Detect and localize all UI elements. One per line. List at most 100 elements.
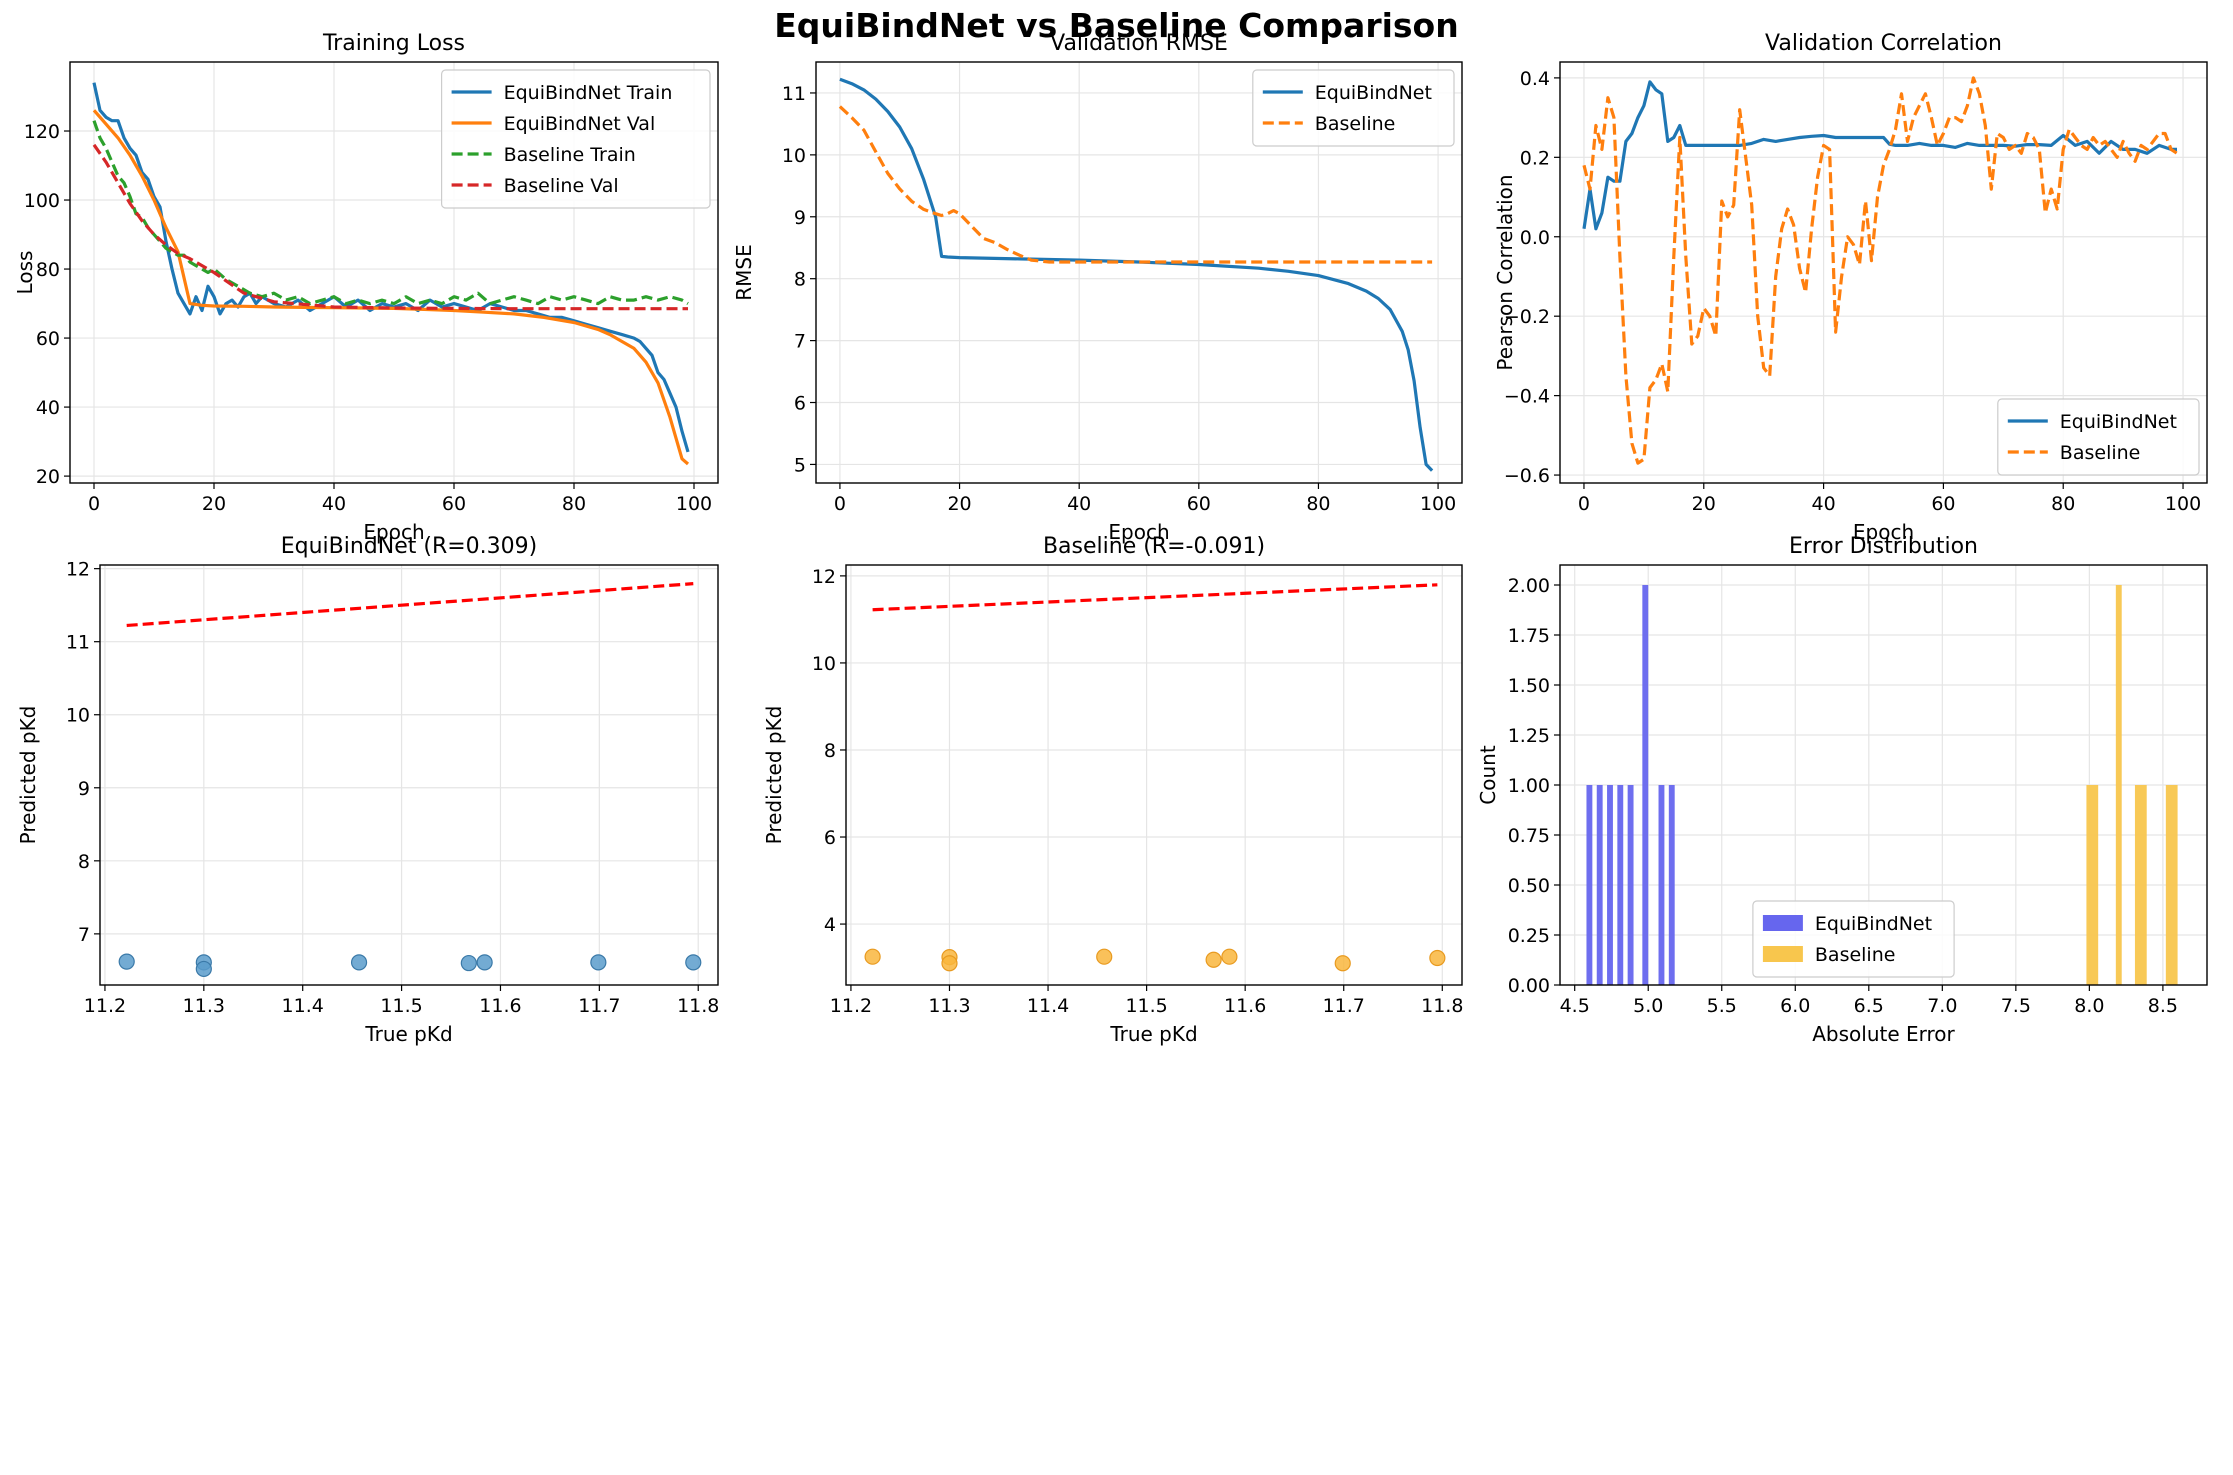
x-tick-label: 11.2 bbox=[830, 995, 872, 1017]
plot-frame bbox=[69, 61, 719, 484]
y-tick-label: 5 bbox=[794, 454, 806, 476]
y-axis-label: Predicted pKd bbox=[16, 706, 40, 845]
data-point bbox=[590, 954, 607, 971]
y-tick-label: 11 bbox=[782, 83, 806, 105]
x-tick-label: 60 bbox=[1187, 493, 1211, 515]
panel-title: Training Loss bbox=[322, 31, 465, 56]
plot-frame bbox=[1559, 61, 2208, 484]
x-tick-label: 6.5 bbox=[1854, 995, 1884, 1017]
y-tick-label: −0.4 bbox=[1504, 386, 1550, 408]
panel-4: 11.2 11.3 11.4 11.5 11.6 11.7 11.8 7 8 9 10 11 12 Equ… bbox=[16, 534, 719, 1046]
y-tick-label: 8 bbox=[78, 851, 90, 873]
x-tick-label: 11.7 bbox=[578, 995, 620, 1017]
x-tick-label: 11.5 bbox=[1125, 995, 1167, 1017]
histogram-bar bbox=[1642, 585, 1649, 985]
legend-label: Baseline Val bbox=[504, 175, 619, 197]
series-line bbox=[838, 105, 1433, 264]
y-tick-label: 6 bbox=[794, 393, 806, 415]
y-tick-label: 20 bbox=[36, 466, 60, 488]
x-tick-label: 20 bbox=[947, 493, 971, 515]
y-tick-label: 9 bbox=[78, 778, 90, 800]
y-tick-label: 0.4 bbox=[1520, 68, 1550, 90]
y-tick-label: 6 bbox=[824, 827, 836, 849]
x-tick-label: 100 bbox=[676, 493, 712, 515]
histogram-bar bbox=[1596, 785, 1603, 985]
legend-label: Baseline bbox=[1315, 113, 1396, 135]
histogram-bar bbox=[2086, 785, 2099, 985]
histogram-bar bbox=[1668, 785, 1675, 985]
histogram-bar bbox=[2134, 785, 2147, 985]
x-tick-label: 40 bbox=[322, 493, 346, 515]
x-axis-label: Epoch bbox=[1108, 520, 1169, 544]
panel-6: 4.5 5.0 5.5 6.0 6.5 7.0 7.5 8.0 8.5 0.00 0.25 0.50 0… bbox=[1476, 534, 2208, 1046]
x-tick-label: 11.2 bbox=[84, 995, 126, 1017]
x-axis-label: Epoch bbox=[363, 520, 424, 544]
figure-title: EquiBindNet vs Baseline Comparison bbox=[774, 6, 1459, 45]
y-axis-label: Loss bbox=[13, 251, 37, 295]
x-tick-label: 11.3 bbox=[928, 995, 970, 1017]
series-line bbox=[92, 143, 688, 311]
panel-title: EquiBindNet (R=0.309) bbox=[281, 534, 538, 559]
x-tick-label: 5.5 bbox=[1707, 995, 1737, 1017]
y-tick-label: 60 bbox=[36, 328, 60, 350]
x-tick-label: 7.0 bbox=[1927, 995, 1957, 1017]
x-axis-label: True pKd bbox=[364, 1022, 452, 1046]
y-tick-label: 0.0 bbox=[1520, 227, 1550, 249]
panel-title: Validation Correlation bbox=[1765, 31, 2002, 56]
y-tick-label: 10 bbox=[66, 705, 90, 727]
x-axis-label: True pKd bbox=[1109, 1022, 1197, 1046]
y-tick-label: 0.2 bbox=[1520, 147, 1550, 169]
y-tick-label: 1.25 bbox=[1508, 725, 1550, 747]
x-tick-label: 60 bbox=[1931, 493, 1955, 515]
x-tick-label: 0 bbox=[1578, 493, 1590, 515]
data-point bbox=[685, 954, 702, 971]
panel-2: 0 20 40 60 80 100 5 6 7 8 9 10 11 Validation RMSE Epoc… bbox=[732, 31, 1463, 544]
x-tick-label: 6.0 bbox=[1780, 995, 1810, 1017]
x-tick-label: 60 bbox=[442, 493, 466, 515]
x-tick-label: 40 bbox=[1811, 493, 1835, 515]
y-tick-label: 7 bbox=[78, 924, 90, 946]
y-tick-label: 8 bbox=[794, 269, 806, 291]
y-tick-label: 12 bbox=[66, 559, 90, 581]
x-tick-label: 11.5 bbox=[380, 995, 422, 1017]
x-tick-label: 0 bbox=[834, 493, 846, 515]
legend-swatch bbox=[1762, 915, 1803, 931]
x-tick-label: 80 bbox=[1306, 493, 1330, 515]
x-tick-label: 11.4 bbox=[282, 995, 324, 1017]
y-tick-label: 10 bbox=[812, 653, 836, 675]
x-tick-label: 11.7 bbox=[1323, 995, 1365, 1017]
y-tick-label: 1.50 bbox=[1508, 675, 1550, 697]
data-point bbox=[118, 953, 135, 970]
x-tick-label: 100 bbox=[2165, 493, 2201, 515]
legend: EquiBindNet Train EquiBindNet Val Baseline… bbox=[441, 69, 711, 209]
legend: EquiBindNet Baseline bbox=[1997, 398, 2200, 476]
reference-line bbox=[872, 583, 1438, 612]
series-line bbox=[92, 120, 689, 306]
y-tick-label: 1.75 bbox=[1508, 625, 1550, 647]
reference-line bbox=[126, 582, 694, 628]
x-tick-label: 20 bbox=[202, 493, 226, 515]
panel-title: Baseline (R=-0.091) bbox=[1043, 534, 1265, 559]
panel-3: 0 20 40 60 80 100 −0.6 −0.4 −0.2 0.0 0.2 0.4 Validat… bbox=[1493, 31, 2208, 544]
legend-frame bbox=[1752, 900, 1955, 978]
series-line bbox=[839, 77, 1434, 472]
x-tick-label: 4.5 bbox=[1560, 995, 1590, 1017]
data-point bbox=[350, 954, 368, 971]
histogram-bar bbox=[2165, 785, 2178, 985]
y-tick-label: −0.6 bbox=[1504, 465, 1550, 487]
x-axis-label: Epoch bbox=[1853, 520, 1914, 544]
y-tick-label: 12 bbox=[812, 566, 836, 588]
x-tick-label: 11.4 bbox=[1027, 995, 1069, 1017]
y-axis-label: Predicted pKd bbox=[762, 706, 786, 845]
x-tick-label: 11.8 bbox=[1421, 995, 1463, 1017]
y-tick-label: 0.25 bbox=[1508, 925, 1550, 947]
x-axis-label: Absolute Error bbox=[1812, 1022, 1955, 1046]
x-tick-label: 7.5 bbox=[2001, 995, 2031, 1017]
data-point bbox=[460, 954, 477, 972]
histogram-bar bbox=[1607, 785, 1613, 985]
y-tick-label: 1.00 bbox=[1508, 775, 1550, 797]
series-line bbox=[1582, 76, 2178, 465]
y-tick-label: 0.00 bbox=[1508, 975, 1550, 997]
y-tick-label: 10 bbox=[782, 145, 806, 167]
